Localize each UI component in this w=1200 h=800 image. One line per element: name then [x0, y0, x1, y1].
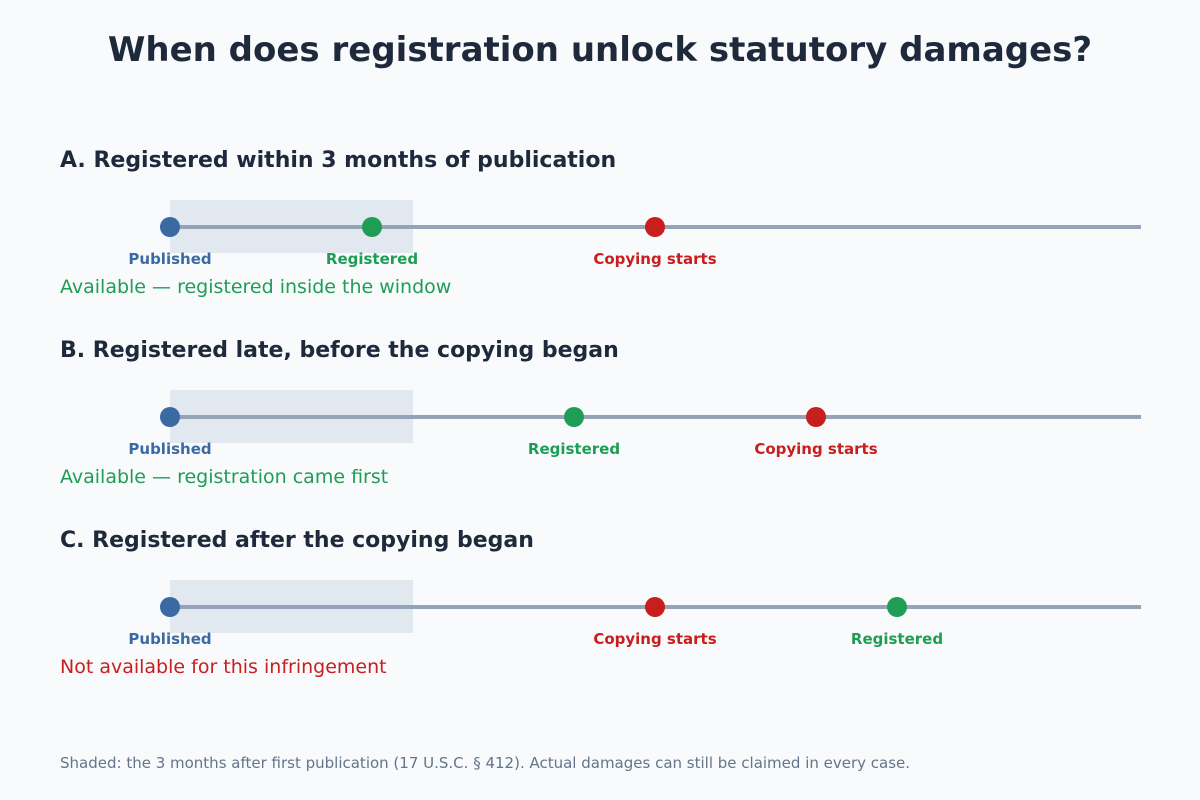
copying-marker [645, 217, 665, 237]
scenario-verdict: Available — registration came first [60, 466, 389, 488]
footnote: Shaded: the 3 months after first publica… [60, 754, 911, 772]
registered-marker [564, 407, 584, 427]
published-label: Published [128, 440, 212, 458]
published-marker [160, 407, 180, 427]
diagram-title: When does registration unlock statutory … [107, 30, 1093, 70]
timeline-axis [170, 415, 1141, 419]
copying-marker [645, 597, 665, 617]
scenario-c: C. Registered after the copying began Pu… [0, 528, 1200, 718]
scenario-heading: A. Registered within 3 months of publica… [60, 148, 617, 173]
scenario-verdict: Available — registered inside the window [60, 276, 452, 298]
scenario-heading: B. Registered late, before the copying b… [60, 338, 619, 363]
registered-label: Registered [850, 630, 944, 648]
scenario-verdict: Not available for this infringement [60, 656, 387, 678]
registered-marker [887, 597, 907, 617]
published-marker [160, 217, 180, 237]
registered-label: Registered [527, 440, 621, 458]
registered-marker [362, 217, 382, 237]
copying-label: Copying starts [593, 250, 717, 268]
scenario-a: A. Registered within 3 months of publica… [0, 148, 1200, 338]
copying-label: Copying starts [593, 630, 717, 648]
scenario-heading: C. Registered after the copying began [60, 528, 534, 553]
published-label: Published [128, 250, 212, 268]
published-marker [160, 597, 180, 617]
published-label: Published [128, 630, 212, 648]
copying-label: Copying starts [754, 440, 878, 458]
copying-marker [806, 407, 826, 427]
scenario-b: B. Registered late, before the copying b… [0, 338, 1200, 528]
registered-label: Registered [325, 250, 419, 268]
